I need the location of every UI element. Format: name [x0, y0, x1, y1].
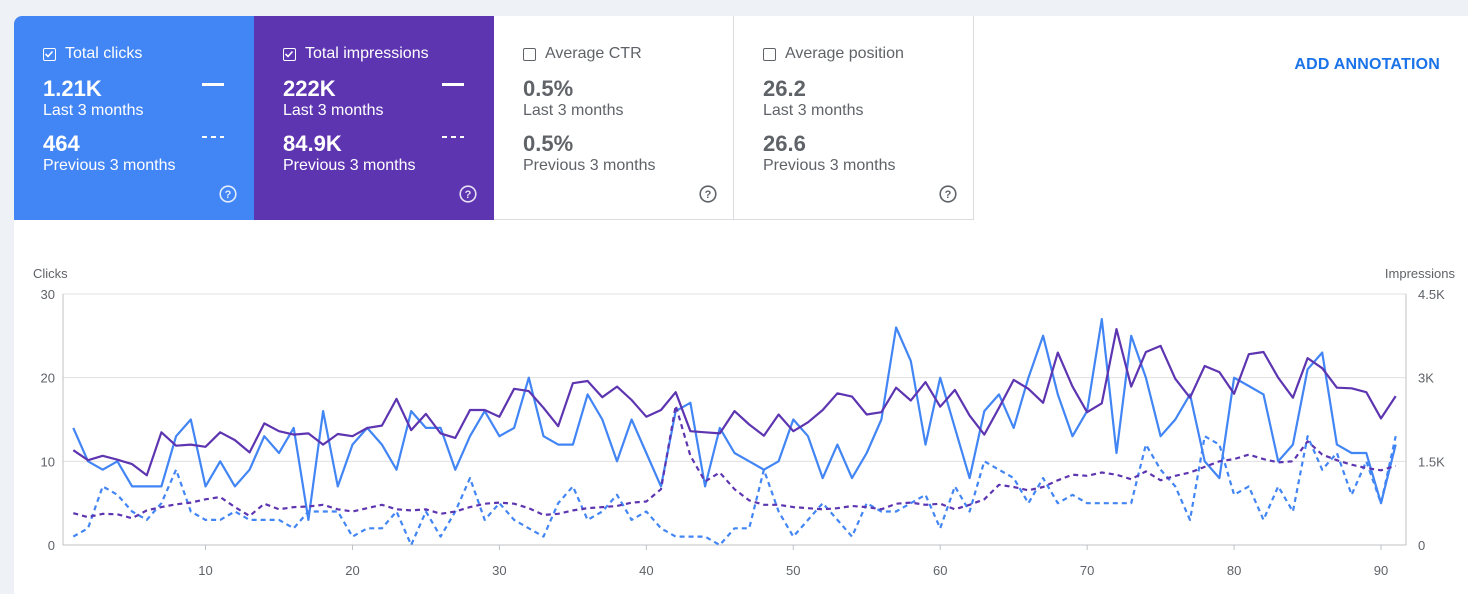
previous-period-label: Previous 3 months — [43, 157, 176, 174]
left-tick-label: 20 — [41, 371, 55, 386]
x-tick-label: 10 — [198, 563, 212, 576]
help-icon[interactable]: ? — [699, 185, 717, 203]
performance-chart: 0 0 10 1.5K 20 3K 30 4.5K Clicks Impressions 10 20 3… — [33, 266, 1456, 576]
previous-value: 0.5% — [523, 131, 574, 156]
current-value: 1.21K — [43, 76, 102, 101]
previous-period-label: Previous 3 months — [763, 157, 896, 174]
left-tick-label: 10 — [41, 454, 55, 469]
x-tick-label: 60 — [933, 563, 947, 576]
card-average-ctr[interactable]: Average CTR 0.5% Last 3 months 0.5% Prev… — [494, 16, 734, 220]
performance-panel: Total clicks 1.21K Last 3 months 464 Pre… — [14, 16, 1468, 594]
previous-value: 464 — [43, 131, 80, 156]
total-impressions-checkbox[interactable] — [283, 47, 296, 61]
solid-line-legend-icon — [202, 83, 224, 86]
current-period-label: Last 3 months — [43, 102, 144, 119]
help-icon-glyph: ? — [225, 189, 232, 201]
card-title: Total clicks — [65, 45, 143, 62]
impressions-current-series-line — [72, 327, 1397, 477]
card-title: Average position — [785, 45, 904, 62]
card-total-impressions[interactable]: Total impressions 222K Last 3 months 84.… — [254, 16, 494, 220]
previous-period-label: Previous 3 months — [283, 157, 416, 174]
help-icon-glyph: ? — [705, 189, 712, 201]
x-tick-label: 40 — [639, 563, 653, 576]
left-axis-title: Clicks — [33, 266, 68, 281]
dashed-line-legend-icon — [442, 136, 464, 138]
previous-value: 84.9K — [283, 131, 342, 156]
current-value: 26.2 — [763, 76, 806, 101]
previous-period-label: Previous 3 months — [523, 157, 656, 174]
current-value: 0.5% — [523, 76, 574, 101]
help-icon[interactable]: ? — [219, 185, 237, 203]
metric-cards: Total clicks 1.21K Last 3 months 464 Pre… — [14, 16, 974, 220]
total-clicks-checkbox[interactable] — [43, 47, 56, 61]
average-position-checkbox[interactable] — [763, 47, 776, 61]
help-icon[interactable]: ? — [459, 185, 477, 203]
right-tick-label: 4.5K — [1418, 287, 1445, 302]
add-annotation-button[interactable]: ADD ANNOTATION — [1294, 56, 1440, 73]
card-title: Average CTR — [545, 45, 642, 62]
x-tick-label: 70 — [1080, 563, 1094, 576]
x-tick-label: 30 — [492, 563, 506, 576]
current-period-label: Last 3 months — [763, 102, 864, 119]
current-value: 222K — [283, 76, 336, 101]
help-icon-glyph: ? — [945, 189, 952, 201]
x-tick-label: 80 — [1227, 563, 1241, 576]
right-tick-label: 0 — [1418, 538, 1425, 553]
right-tick-label: 1.5K — [1418, 454, 1445, 469]
x-tick-label: 50 — [786, 563, 800, 576]
left-tick-label: 30 — [41, 287, 55, 302]
average-ctr-checkbox[interactable] — [523, 47, 536, 61]
left-tick-label: 0 — [48, 538, 55, 553]
current-period-label: Last 3 months — [283, 102, 384, 119]
card-total-clicks[interactable]: Total clicks 1.21K Last 3 months 464 Pre… — [14, 16, 254, 220]
previous-value: 26.6 — [763, 131, 806, 156]
card-average-position[interactable]: Average position 26.2 Last 3 months 26.6… — [734, 16, 974, 220]
x-tick-label: 90 — [1374, 563, 1388, 576]
dashed-line-legend-icon — [202, 136, 224, 138]
card-title: Total impressions — [305, 45, 429, 62]
clicks-current-series-line — [72, 317, 1397, 521]
help-icon-glyph: ? — [465, 189, 472, 201]
help-icon[interactable]: ? — [939, 185, 957, 203]
clicks-previous-series-line — [72, 435, 1397, 547]
impressions-previous-series-line — [73, 404, 1397, 520]
x-tick-label: 20 — [345, 563, 359, 576]
current-period-label: Last 3 months — [523, 102, 624, 119]
solid-line-legend-icon — [442, 83, 464, 86]
right-axis-title: Impressions — [1385, 266, 1456, 281]
right-tick-label: 3K — [1418, 371, 1434, 386]
